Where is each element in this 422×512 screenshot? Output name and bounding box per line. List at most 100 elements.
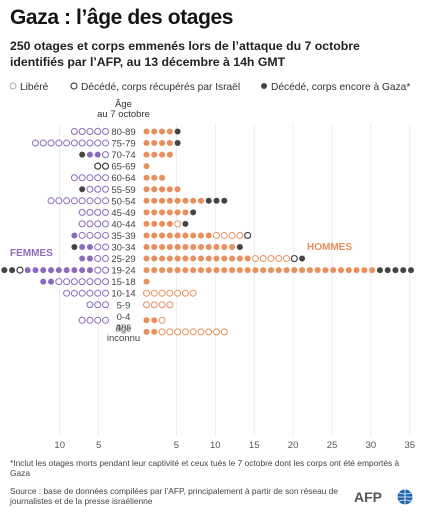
women-dot-dead_gaza — [1, 267, 8, 274]
women-dot-freed — [94, 185, 102, 193]
men-dot-freed — [189, 328, 197, 336]
men-dot-freed — [143, 301, 150, 309]
women-dot-freed — [102, 139, 109, 147]
men-dot-dead_gaza — [205, 197, 212, 204]
men-dot-held — [143, 174, 150, 181]
men-dot-held — [174, 209, 181, 216]
women-dot-freed — [31, 139, 39, 147]
women-dot-held — [48, 267, 55, 274]
men-dot-dead_gaza — [174, 128, 181, 135]
women-dot-freed — [102, 185, 109, 193]
men-dot-held — [291, 267, 298, 274]
legend-label-dead_gaza: Décédé, corps encore à Gaza* — [271, 82, 410, 93]
men-dot-held — [267, 267, 274, 274]
men-dot-held — [159, 197, 166, 204]
women-dot-held — [79, 255, 86, 262]
women-dot-held — [40, 267, 47, 274]
men-dot-held — [151, 220, 158, 227]
age-label: 10-14 — [111, 289, 135, 300]
men-dot-held — [143, 151, 150, 158]
women-dot-freed — [78, 220, 86, 228]
men-dot-held — [143, 255, 150, 262]
men-dot-held — [314, 267, 321, 274]
women-dot-freed — [94, 255, 102, 263]
men-dot-held — [244, 267, 251, 274]
men-dot-held — [205, 232, 212, 239]
women-dot-freed — [102, 243, 109, 251]
men-dot-freed — [197, 328, 205, 336]
women-dot-freed — [70, 197, 78, 205]
men-dot-freed — [267, 255, 275, 263]
men-dot-dead_gaza — [384, 267, 391, 274]
men-dot-held — [143, 244, 150, 250]
men-dot-freed — [213, 231, 221, 239]
men-dot-held — [143, 220, 150, 227]
women-dot-freed — [102, 220, 109, 228]
women-dot-freed — [55, 278, 63, 286]
men-dot-dead_gaza — [221, 197, 228, 204]
men-dot-held — [229, 255, 236, 262]
women-dot-freed — [94, 278, 102, 286]
source-note: Source : base de données compilées par l… — [10, 486, 339, 507]
men-dot-freed — [181, 289, 189, 297]
women-dot-held — [55, 267, 62, 274]
men-dot-held — [322, 267, 329, 274]
men-dot-held — [182, 255, 189, 262]
men-dot-held — [159, 255, 166, 262]
men-dot-held — [166, 197, 173, 204]
men-dot-held — [166, 267, 173, 274]
women-dot-held — [79, 244, 86, 250]
women-dot-held — [48, 278, 55, 285]
age-label: 35-39 — [111, 231, 135, 242]
legend-marker-freed — [9, 82, 17, 90]
men-dot-held — [166, 186, 173, 193]
women-dot-freed — [102, 174, 109, 182]
men-dot-freed — [228, 231, 236, 239]
men-label: HOMMES — [307, 242, 352, 253]
men-dot-held — [166, 244, 173, 250]
men-dot-held — [182, 244, 189, 250]
women-dot-freed — [86, 174, 94, 182]
men-dot-held — [143, 197, 150, 204]
women-dot-freed — [86, 128, 94, 135]
men-dot-held — [151, 209, 158, 216]
women-dot-freed — [102, 316, 109, 324]
men-dot-dead_gaza — [182, 220, 189, 227]
women-dot-freed — [70, 174, 78, 182]
women-dot-freed — [102, 208, 109, 216]
women-dot-freed — [86, 220, 94, 228]
women-dot-freed — [63, 278, 71, 286]
age-label: 50-54 — [111, 196, 135, 207]
age-label: 19-24 — [111, 266, 135, 277]
women-dot-freed — [102, 231, 109, 239]
x-tick-label-men: 5 — [174, 440, 179, 451]
men-dot-held — [151, 328, 158, 335]
hostage-age-dot-chart: Libéré Décédé, corps récupérés par Israël… — [1, 82, 415, 451]
men-dot-held — [353, 267, 360, 274]
men-dot-held — [221, 255, 228, 262]
women-dot-freed — [102, 278, 109, 286]
women-dot-freed — [102, 151, 109, 159]
men-dot-freed — [143, 289, 150, 297]
men-dot-held — [159, 186, 166, 193]
men-dot-held — [174, 255, 181, 262]
age-label: 45-49 — [111, 208, 135, 219]
legend-marker-dead_recovered — [70, 82, 78, 90]
men-dot-freed — [189, 289, 197, 297]
men-dot-freed — [220, 328, 228, 336]
men-dot-freed — [166, 328, 174, 336]
women-dot-freed — [102, 289, 109, 297]
men-dot-dead_gaza — [376, 267, 383, 274]
men-dot-held — [143, 328, 150, 335]
men-dot-held — [143, 317, 150, 324]
men-dot-held — [275, 267, 282, 274]
men-dot-held — [159, 140, 166, 147]
axis-title-line2: au 7 octobre — [97, 109, 150, 120]
women-dot-held — [86, 255, 93, 262]
women-dot-freed — [102, 301, 109, 309]
men-dot-held — [174, 197, 181, 204]
age-label-suffix: ans — [116, 321, 132, 332]
x-tick-label-women: 10 — [54, 440, 65, 451]
afp-globe-lines — [397, 489, 413, 505]
men-dot-held — [299, 267, 306, 274]
